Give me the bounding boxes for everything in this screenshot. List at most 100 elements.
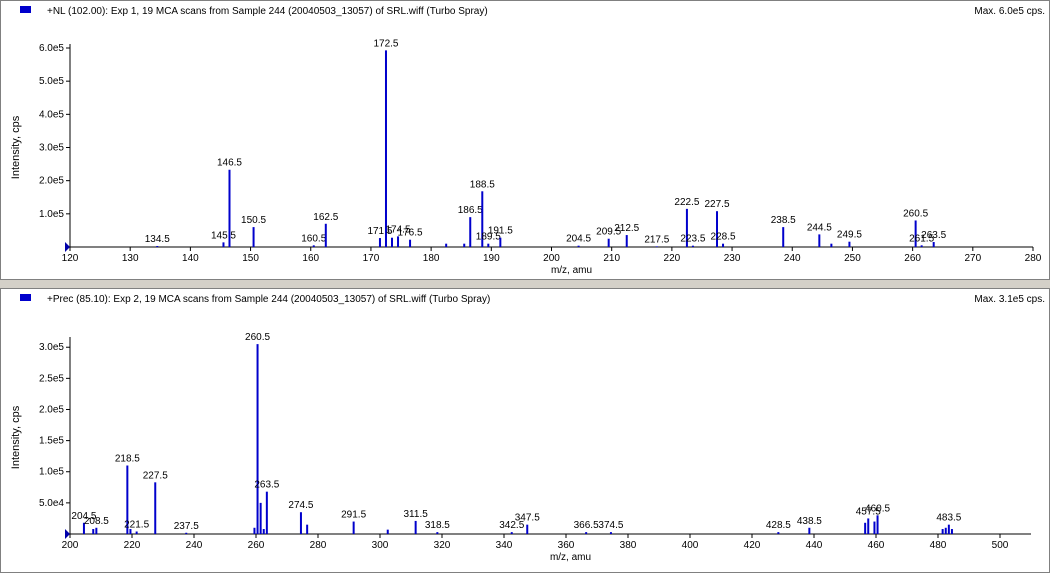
peak-label: 260.5 [245, 332, 270, 343]
x-tick-label: 120 [62, 253, 79, 264]
x-tick-label: 190 [483, 253, 500, 264]
peak-label: 134.5 [145, 234, 170, 245]
peak-label: 189.5 [476, 232, 501, 243]
peak-label: 186.5 [458, 205, 483, 216]
peak-label: 150.5 [241, 215, 266, 226]
spectrum-icon[interactable] [20, 294, 31, 301]
max-intensity-label: Max. 3.1e5 cps. [974, 294, 1045, 305]
peak-label: 218.5 [115, 454, 140, 465]
x-tick-label: 340 [496, 540, 513, 551]
x-tick-label: 200 [62, 540, 79, 551]
peak-label: 222.5 [674, 197, 699, 208]
x-tick-label: 460 [868, 540, 885, 551]
x-tick-label: 440 [806, 540, 823, 551]
spectrum-icon[interactable] [20, 6, 31, 13]
peak-label: 217.5 [644, 234, 669, 245]
peak-label: 176.5 [398, 228, 423, 239]
x-tick-label: 220 [124, 540, 141, 551]
x-tick-label: 180 [423, 253, 440, 264]
x-tick-label: 280 [1025, 253, 1042, 264]
y-tick-label: 2.0e5 [39, 404, 64, 415]
peak-label: 208.5 [84, 516, 109, 527]
y-tick-label: 2.0e5 [39, 176, 64, 187]
x-tick-label: 380 [620, 540, 637, 551]
peak-label: 457.5 [856, 506, 881, 517]
x-tick-label: 420 [744, 540, 761, 551]
peak-label: 291.5 [341, 510, 366, 521]
x-tick-label: 260 [904, 253, 921, 264]
y-tick-label: 1.0e5 [39, 467, 64, 478]
peak-label: 347.5 [515, 513, 540, 524]
peak-label: 228.5 [711, 232, 736, 243]
x-tick-label: 140 [182, 253, 199, 264]
x-tick-label: 210 [603, 253, 620, 264]
x-tick-label: 240 [784, 253, 801, 264]
spectrum-chart-nl[interactable]: 120 130 140 150 160 170 180 190 200 210 220 230 240 2… [1, 1, 1049, 279]
peak-label: 227.5 [705, 199, 730, 210]
pane-title: +Prec (85.10): Exp 2, 19 MCA scans from … [47, 294, 491, 305]
peak-label: 274.5 [288, 500, 313, 511]
baseline-marker [65, 242, 70, 252]
peak-label: 191.5 [488, 226, 513, 237]
spectrum-pane-prec: +Prec (85.10): Exp 2, 19 MCA scans from … [0, 288, 1050, 573]
baseline-marker [65, 529, 70, 539]
peak-label: 261.5 [909, 233, 934, 244]
y-axis-label-group: Intensity, cps [10, 405, 22, 469]
peak-label: 174.5 [386, 224, 411, 235]
peak-label: 171.5 [367, 226, 392, 237]
y-tick-label: 2.5e5 [39, 373, 64, 384]
peak-label: 366.5 [574, 520, 599, 531]
peak-label: 145.5 [211, 230, 236, 241]
y-tick-label: 3.0e5 [39, 143, 64, 154]
peak-label: 311.5 [404, 509, 429, 520]
x-axis-label: m/z, amu [550, 552, 591, 563]
peak-label: 162.5 [313, 212, 338, 223]
x-tick-label: 400 [682, 540, 699, 551]
peak-label: 428.5 [766, 520, 791, 531]
y-tick-label: 6.0e5 [39, 43, 64, 54]
x-tick-label: 300 [372, 540, 389, 551]
peak-label: 237.5 [174, 521, 199, 532]
x-tick-label: 150 [242, 253, 259, 264]
peak-label: 221.5 [124, 520, 149, 531]
x-tick-label: 260 [248, 540, 265, 551]
x-tick-label: 270 [964, 253, 981, 264]
y-tick-label: 5.0e5 [39, 76, 64, 87]
peak-label: 263.5 [921, 230, 946, 241]
spectrum-pane-nl: +NL (102.00): Exp 1, 19 MCA scans from S… [0, 0, 1050, 280]
peak-label: 204.5 [71, 511, 96, 522]
pane-header: +NL (102.00): Exp 1, 19 MCA scans from S… [1, 1, 1049, 19]
y-axis-label-group: Intensity, cps [10, 115, 22, 179]
x-tick-label: 320 [434, 540, 451, 551]
peak-label: 204.5 [566, 234, 591, 245]
x-tick-label: 500 [992, 540, 1009, 551]
x-tick-label: 130 [122, 253, 139, 264]
y-tick-label: 4.0e5 [39, 109, 64, 120]
peak-label: 172.5 [373, 38, 398, 49]
peak-label: 209.5 [596, 227, 621, 238]
peak-label: 146.5 [217, 158, 242, 169]
x-tick-label: 200 [543, 253, 560, 264]
x-tick-label: 160 [302, 253, 319, 264]
y-axis-label: Intensity, cps [10, 115, 22, 179]
peak-label: 227.5 [143, 470, 168, 481]
y-tick-label: 5.0e4 [39, 498, 64, 509]
peak-label: 160.5 [301, 233, 326, 244]
peak-label: 244.5 [807, 222, 832, 233]
peak-label: 483.5 [936, 513, 961, 524]
peak-label: 263.5 [254, 480, 279, 491]
x-axis-label: m/z, amu [551, 265, 592, 276]
x-tick-label: 220 [664, 253, 681, 264]
max-intensity-label: Max. 6.0e5 cps. [974, 6, 1045, 17]
x-tick-label: 250 [844, 253, 861, 264]
peak-label: 318.5 [425, 520, 450, 531]
y-tick-label: 3.0e5 [39, 342, 64, 353]
spectrum-chart-prec[interactable]: 200 220 240 260 280 300 320 340 360 380 400 420 440 4… [1, 289, 1049, 572]
y-tick-label: 1.0e5 [39, 209, 64, 220]
peak-label: 223.5 [680, 234, 705, 245]
x-tick-label: 480 [930, 540, 947, 551]
peak-label: 188.5 [470, 179, 495, 190]
x-tick-label: 170 [363, 253, 380, 264]
x-tick-label: 280 [310, 540, 327, 551]
peak-label: 212.5 [614, 223, 639, 234]
